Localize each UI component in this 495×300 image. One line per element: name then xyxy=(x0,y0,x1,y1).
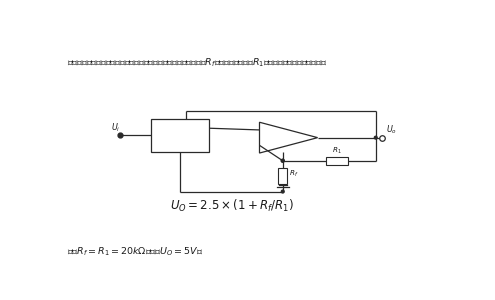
Text: $R_f$: $R_f$ xyxy=(289,169,298,179)
Circle shape xyxy=(281,159,284,162)
Polygon shape xyxy=(259,122,318,153)
Bar xyxy=(151,119,209,152)
Text: $U_o$: $U_o$ xyxy=(386,124,397,136)
Text: 当 $R_{f}=R_{1}=20k\Omega$ 时，$U_{O}=5V$。: 当 $R_{f}=R_{1}=20k\Omega$ 时，$U_{O}=5V$。 xyxy=(67,245,203,258)
Bar xyxy=(278,168,288,184)
Text: $R_1$: $R_1$ xyxy=(332,146,342,156)
Text: $U_i$: $U_i$ xyxy=(111,121,120,134)
Circle shape xyxy=(281,159,284,162)
Circle shape xyxy=(374,136,377,139)
Text: $U_{O}=2.5\times(1+R_{f}/R_{1})$: $U_{O}=2.5\times(1+R_{f}/R_{1})$ xyxy=(170,198,295,214)
Circle shape xyxy=(281,190,284,193)
Bar xyxy=(326,157,348,165)
Text: F007 的 1/1000，而温漂低至 0.01μV/℃。$R_{f}$ 是负反馈电阵，$R_{1}$ 是反相输入端的电阵。有公: F007 的 1/1000，而温漂低至 0.01μV/℃。$R_{f}$ 是负反… xyxy=(67,56,328,68)
